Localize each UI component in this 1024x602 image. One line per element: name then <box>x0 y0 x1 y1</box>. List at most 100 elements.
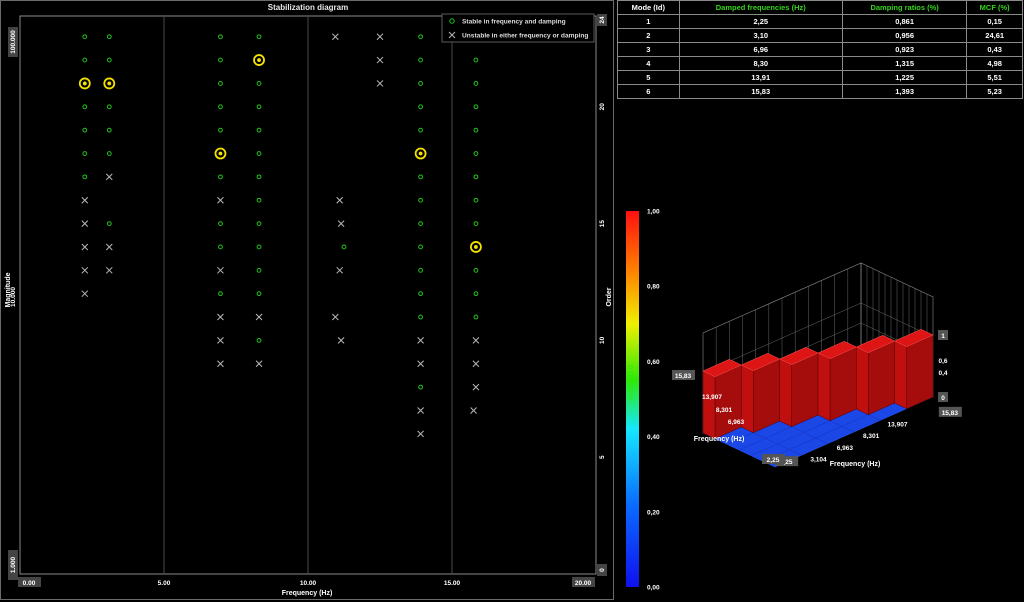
cell-damping-ratio: 0,861 <box>841 14 968 29</box>
header-mode-id[interactable]: Mode (Id) <box>617 0 680 15</box>
stable-point <box>256 267 262 273</box>
colorbar-tick-label: 0,20 <box>647 509 660 516</box>
unstable-point <box>105 173 113 181</box>
stable-point <box>473 314 479 320</box>
unstable-point <box>332 33 339 41</box>
unstable-point <box>81 290 89 298</box>
x-tick-label: 0.00 <box>23 580 36 587</box>
cell-mode-id: 3 <box>617 42 680 57</box>
stable-point <box>82 127 88 133</box>
stable-point <box>473 197 479 203</box>
cell-damped-frequency: 8,30 <box>678 56 843 71</box>
selected-mode-dot <box>474 245 478 249</box>
cell-damping-ratio: 0,956 <box>841 28 968 43</box>
right-axis-tick: 15,83 <box>942 410 959 417</box>
mac-bar <box>740 353 781 434</box>
stable-point <box>473 57 479 63</box>
unstable-point <box>376 56 384 64</box>
table-row[interactable]: 6 15,83 1,393 5,23 <box>617 84 1023 99</box>
stable-point <box>106 34 112 40</box>
wall-gridline <box>702 302 934 374</box>
bar-side-face <box>856 346 869 416</box>
unstable-point <box>417 360 424 368</box>
stable-point <box>256 338 262 343</box>
tick-box <box>762 454 785 464</box>
mac-bar <box>702 359 742 440</box>
table-row[interactable]: 2 3,10 0,956 24,61 <box>617 28 1023 43</box>
stable-point <box>473 151 479 156</box>
unstable-point <box>417 337 424 344</box>
stable-point <box>418 34 424 40</box>
unstable-point <box>105 243 113 251</box>
selected-mode-dot <box>418 151 423 156</box>
selected-mode-marker <box>103 77 116 90</box>
unstable-point <box>337 220 345 227</box>
stable-point <box>418 267 424 273</box>
bar-front-face <box>714 364 742 440</box>
bar-side-face <box>894 340 907 410</box>
stable-point <box>256 81 262 86</box>
table-row[interactable]: 5 13,91 1,225 5,51 <box>617 70 1023 85</box>
stable-point <box>256 197 262 203</box>
x-tick-label: 15.00 <box>444 580 461 587</box>
stable-point <box>218 244 223 250</box>
unstable-point <box>255 360 263 368</box>
x-axis-label: Frequency (Hz) <box>282 590 333 597</box>
z-axis-tick: 1 <box>941 333 945 340</box>
legend-unstable-label: Unstable in either frequency or damping <box>462 33 588 40</box>
table-row[interactable]: 4 8,30 1,315 4,98 <box>617 56 1023 71</box>
stable-point <box>418 127 424 133</box>
header-damped-frequencies[interactable]: Damped frequencies (Hz) <box>678 0 843 15</box>
x-tick-box <box>18 577 41 587</box>
unstable-point <box>417 430 424 438</box>
x-tick-label: 10.00 <box>300 580 317 587</box>
cell-mode-id: 2 <box>617 28 680 43</box>
table-row[interactable]: 1 2,25 0,861 0,15 <box>617 14 1023 29</box>
cell-damping-ratio: 1,393 <box>841 84 968 99</box>
header-mcf[interactable]: MCF (%) <box>966 0 1023 15</box>
y-tick-label: 10.000 <box>10 287 17 307</box>
unstable-point <box>376 80 384 87</box>
stabilization-diagram[interactable]: 0.00 5.00 10.00 15.00 20.00 Frequency (Hz) 1.0… <box>0 0 614 600</box>
stable-point <box>418 314 424 320</box>
cell-damping-ratio: 1,225 <box>841 70 968 85</box>
stable-point <box>473 174 479 180</box>
cell-damped-frequency: 2,25 <box>678 14 843 29</box>
stable-point <box>106 104 112 110</box>
colorbar-tick-label: 0,60 <box>647 359 660 366</box>
y2-tick-label: 24 <box>599 16 606 24</box>
y-axis-label: Magnitude <box>5 272 12 307</box>
cell-damping-ratio: 0,923 <box>841 42 968 57</box>
tick-box <box>938 330 948 340</box>
y2-tick-label: 5 <box>599 455 606 459</box>
stable-point <box>82 57 88 63</box>
y2-tick-box <box>597 14 607 26</box>
colorbar-tick-label: 0,00 <box>647 585 660 592</box>
right-axis-tick: 13,907 <box>888 422 908 429</box>
bar-top-face <box>740 353 781 371</box>
bar-side-face <box>702 370 716 440</box>
tick-box <box>938 406 962 417</box>
legend-unstable-icon <box>448 31 456 39</box>
legend-box <box>441 13 595 43</box>
unstable-point <box>472 383 480 391</box>
bar-front-face <box>829 346 857 422</box>
unstable-point <box>217 337 224 344</box>
header-damping-ratios[interactable]: Damping ratios (%) <box>841 0 968 15</box>
stable-point <box>341 244 347 250</box>
y-tick-label: 1.000 <box>10 556 17 573</box>
right-axis-tick: 6,963 <box>837 445 854 452</box>
stable-point <box>106 151 112 156</box>
stable-point <box>473 221 479 227</box>
cell-damping-ratio: 1,315 <box>841 56 968 71</box>
selected-mode-marker <box>470 241 482 253</box>
unstable-point <box>217 266 224 274</box>
stable-point <box>106 57 112 63</box>
cell-mode-id: 5 <box>617 70 680 85</box>
stable-point <box>473 127 479 133</box>
z-axis-tick: 0,6 <box>938 358 947 365</box>
legend-stable-icon <box>449 18 455 24</box>
table-row[interactable]: 3 6,96 0,923 0,43 <box>617 42 1023 57</box>
stable-point <box>82 34 88 40</box>
